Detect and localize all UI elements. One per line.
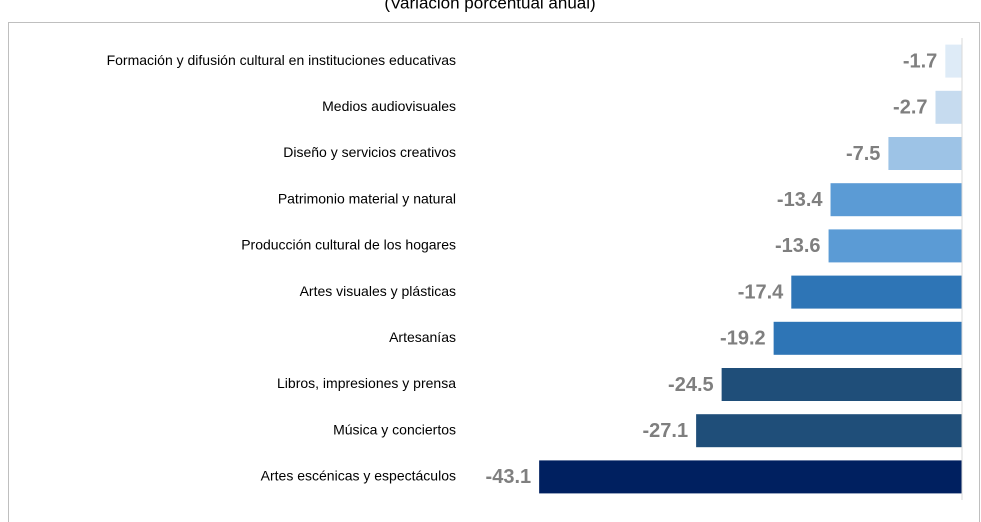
bar (721, 368, 962, 401)
bar (696, 414, 962, 448)
category-label: Producción cultural de los hogares (241, 237, 456, 253)
bar (539, 460, 962, 494)
data-label: -19.2 (720, 328, 766, 350)
data-label: -7.5 (846, 143, 880, 165)
category-label: Diseño y servicios creativos (283, 144, 456, 160)
bar (945, 44, 962, 78)
category-label: Artes escénicas y espectáculos (261, 468, 456, 484)
category-label: Libros, impresiones y prensa (277, 375, 456, 391)
data-label: -2.7 (893, 97, 927, 119)
data-label: -43.1 (486, 466, 532, 488)
bar (791, 275, 962, 309)
data-label: -13.6 (775, 235, 821, 257)
chart-frame (8, 22, 980, 522)
bar (888, 137, 962, 170)
bar (830, 183, 962, 217)
bar (935, 90, 962, 124)
data-label: -1.7 (903, 50, 937, 72)
category-label: Música y conciertos (333, 421, 456, 437)
data-label: -17.4 (738, 281, 784, 303)
bar (773, 321, 962, 355)
category-label: Formación y difusión cultural en institu… (107, 52, 456, 68)
data-label: -13.4 (777, 189, 823, 211)
category-label: Medios audiovisuales (322, 98, 456, 114)
category-label: Artesanías (389, 329, 456, 345)
category-label: Artes visuales y plásticas (300, 283, 456, 299)
data-label: -24.5 (668, 374, 714, 396)
category-label: Patrimonio material y natural (278, 190, 456, 206)
bar (828, 229, 962, 263)
chart-subtitle: (Variación porcentual anual) (384, 0, 595, 12)
data-label: -27.1 (643, 420, 689, 442)
